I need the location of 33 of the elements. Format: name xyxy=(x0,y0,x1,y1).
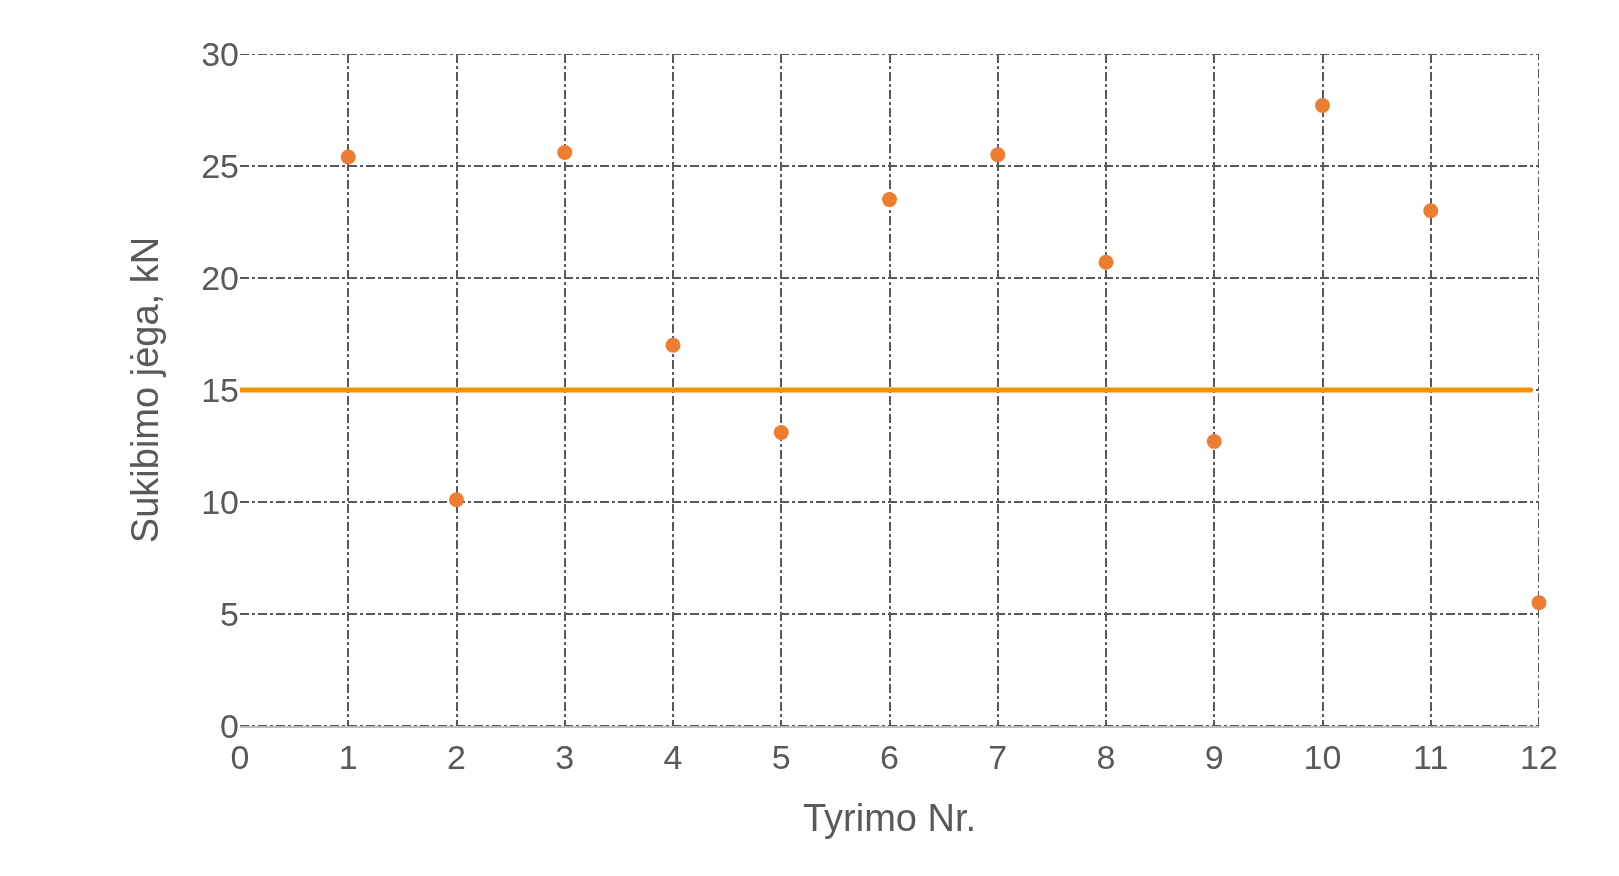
point xyxy=(557,145,573,161)
point xyxy=(1315,98,1330,114)
point xyxy=(773,425,789,441)
x-axis-title: Tyrimo Nr. xyxy=(802,797,977,840)
x-tick-label: 5 xyxy=(771,737,791,776)
point xyxy=(882,192,897,208)
y-tick-label: 25 xyxy=(201,146,239,185)
y-tick-label: 30 xyxy=(201,34,239,73)
point xyxy=(1098,254,1114,270)
x-tick-label: 1 xyxy=(338,737,358,776)
y-tick-label: 0 xyxy=(220,706,239,745)
x-tick-label: 4 xyxy=(663,737,683,776)
x-tick-label: 12 xyxy=(1520,737,1558,776)
x-tick-label: 7 xyxy=(988,737,1008,776)
x-tick-label: 3 xyxy=(555,737,575,776)
y-tick-label: 20 xyxy=(201,258,239,297)
point xyxy=(665,337,681,353)
point xyxy=(340,149,356,165)
x-tick-label: 11 xyxy=(1413,737,1449,776)
y-tick-label: 10 xyxy=(201,482,239,521)
point xyxy=(990,147,1006,163)
x-tick-label: 6 xyxy=(880,737,899,776)
y-tick-label: 5 xyxy=(220,594,239,633)
y-axis-title: Sukibimo jėga, kN xyxy=(124,236,167,544)
x-tick-label: 2 xyxy=(447,737,466,776)
x-tick-label: 10 xyxy=(1303,737,1342,776)
point xyxy=(449,492,464,508)
y-tick-label: 15 xyxy=(201,370,239,409)
point xyxy=(1423,203,1439,219)
point xyxy=(1531,595,1547,611)
point xyxy=(1206,434,1222,450)
x-tick-label: 8 xyxy=(1096,737,1116,776)
x-tick-label: 9 xyxy=(1204,737,1224,776)
